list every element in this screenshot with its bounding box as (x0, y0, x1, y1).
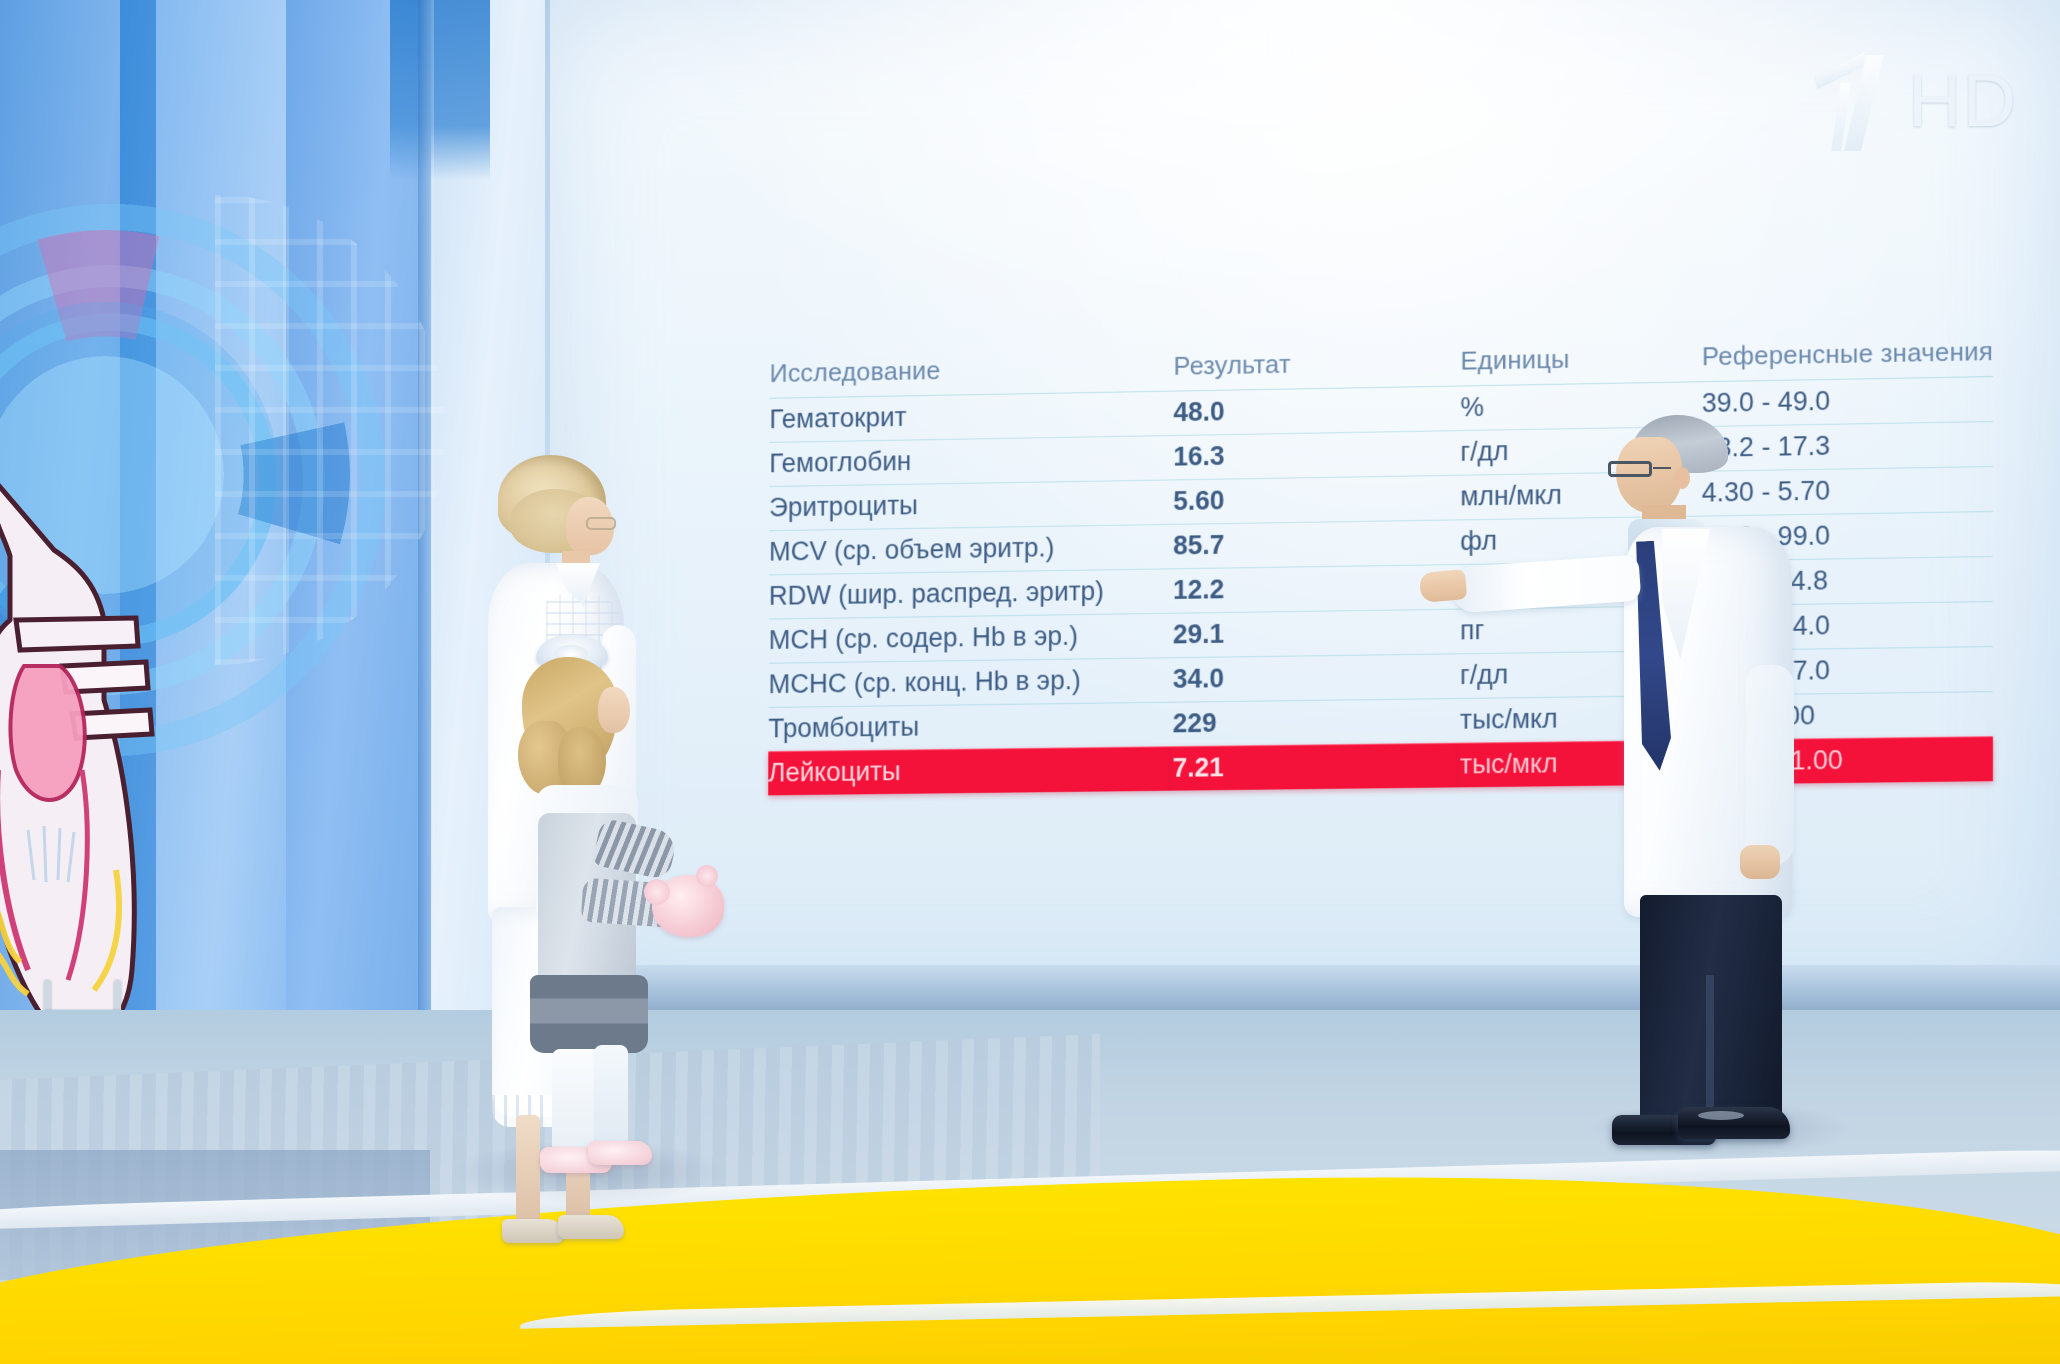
cell-study: Эритроциты (769, 479, 1174, 531)
glasses-icon (586, 517, 616, 530)
hd-badge: HD (1908, 58, 2017, 142)
cell-result: 7.21 (1172, 743, 1460, 791)
cell-study: MCV (ср. объем эритр.) (768, 524, 1174, 575)
presenter-shoe-right (558, 1215, 624, 1239)
cell-result: 48.0 (1173, 386, 1461, 436)
child-guest (512, 635, 724, 1173)
presenter-leg-left (516, 1115, 540, 1227)
cell-study: Гематокрит (769, 391, 1174, 443)
cell-result: 34.0 (1172, 653, 1461, 703)
cell-study: MCH (ср. содер. Hb в эр.) (768, 613, 1173, 664)
channel-logo: HD (1810, 46, 2038, 156)
cell-study: RDW (шир. распред. эритр) (768, 568, 1174, 620)
child-skirt (530, 975, 648, 1053)
pillar-edge-highlight (418, 0, 434, 1190)
plush-toy-icon (644, 865, 724, 937)
cell-study: Гемоглобин (769, 435, 1174, 487)
cell-study: Тромбоциты (768, 702, 1173, 752)
child-shoe-right (588, 1141, 652, 1165)
channel-one-logo-icon (1810, 49, 1894, 153)
child-face (598, 687, 630, 733)
doctor-expert (1418, 415, 1830, 1155)
cell-result: 12.2 (1172, 564, 1461, 614)
doctor-ear (1674, 467, 1690, 489)
doctor-shoe-highlight (1698, 1111, 1744, 1120)
doctor-arm-right (1746, 665, 1794, 865)
cell-result: 5.60 (1173, 475, 1461, 525)
column-header-study: Исследование (769, 345, 1174, 399)
glasses-icon (1608, 461, 1671, 477)
doctor-hand-right (1740, 845, 1780, 879)
pillar-top-shading (390, 0, 490, 180)
column-header-units: Единицы (1460, 335, 1702, 387)
doctor-pointing-hand (1418, 569, 1468, 603)
cell-study: MCHC (ср. конц. Hb в эр.) (768, 657, 1173, 708)
wall-ledge (545, 965, 2060, 1011)
cell-result: 229 (1172, 698, 1460, 747)
doctor-trousers (1640, 895, 1782, 1125)
cell-result: 85.7 (1173, 519, 1461, 569)
cell-result: 16.3 (1173, 430, 1461, 480)
doctor-trousers-crease (1706, 975, 1714, 1125)
cell-result: 29.1 (1172, 609, 1461, 658)
presenter-shoe-left (502, 1219, 564, 1243)
child-tights-right (594, 1045, 628, 1147)
column-header-result: Результат (1173, 339, 1461, 392)
column-header-reference: Референсные значения (1701, 330, 1994, 382)
cell-study: Лейкоциты (768, 746, 1173, 796)
